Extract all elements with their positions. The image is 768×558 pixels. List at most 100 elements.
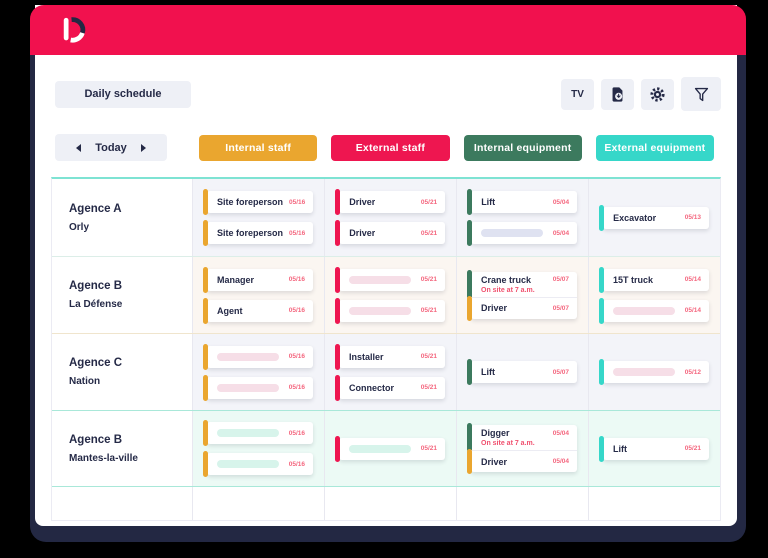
card-line: Driver 05/07	[481, 303, 569, 313]
schedule-card[interactable]: Connector 05/21	[335, 374, 445, 401]
schedule-card[interactable]: 05/16	[203, 420, 313, 446]
card-color-bar	[203, 189, 208, 215]
schedule-cell-internal-equipment: Digger 05/04 On site at 7 a.m. Driver 05/04	[456, 411, 588, 486]
card-label: Driver	[481, 303, 508, 313]
card-date: 05/04	[552, 458, 569, 465]
card-date: 05/16	[288, 384, 305, 391]
card-color-bar	[335, 266, 340, 293]
card-date: 05/21	[420, 276, 437, 283]
blurred-label-placeholder	[349, 444, 411, 453]
app-header-bar	[30, 5, 746, 55]
prev-day-icon[interactable]	[76, 143, 82, 152]
agency-location: Mantes-la-ville	[69, 452, 138, 464]
card-line: Crane truck 05/07	[481, 275, 569, 285]
card-color-bar	[203, 451, 208, 477]
card-label: Crane truck	[481, 274, 532, 285]
card-label: Excavator	[613, 212, 657, 223]
schedule-card[interactable]: Manager 05/16	[203, 266, 313, 293]
schedule-card[interactable]: 05/12	[599, 359, 709, 385]
column-header-internal-staff[interactable]: Internal staff	[199, 134, 318, 161]
tv-mode-button[interactable]: TV	[561, 78, 594, 110]
agency-name: Agence C	[69, 357, 123, 369]
schedule-card[interactable]: Driver 05/04	[467, 449, 577, 474]
schedule-cell-internal-equipment: Lift 05/07	[456, 334, 588, 410]
card-color-bar	[203, 374, 208, 401]
card-date: 05/21	[420, 307, 437, 314]
card-color-bar	[203, 266, 208, 293]
schedule-cell-internal-equipment	[456, 487, 588, 520]
app-logo-icon	[56, 11, 94, 49]
blurred-label-placeholder	[481, 229, 544, 237]
agency-row: Agence C Nation 05/16 05/16 Installer 05/21 Co…	[52, 333, 720, 410]
schedule-card[interactable]: Lift 05/04	[467, 189, 578, 215]
column-header-external-equipment[interactable]: External equipment	[595, 134, 714, 161]
schedule-card[interactable]: Lift 05/07	[467, 359, 577, 385]
schedule-card[interactable]: Driver 05/21	[335, 189, 446, 215]
card-subtitle: On site at 7 a.m.	[481, 286, 535, 294]
toolbar-icon-buttons: TV	[561, 77, 721, 111]
card-color-bar	[599, 359, 604, 385]
agency-cell	[52, 487, 192, 520]
card-color-bar	[467, 295, 472, 321]
schedule-card[interactable]: Site foreperson 05/16	[203, 189, 314, 215]
card-line: Driver 05/04	[481, 457, 569, 467]
schedule-card[interactable]: Driver 05/07	[467, 295, 577, 321]
card-label: Site foreperson	[217, 197, 284, 207]
schedule-card-group[interactable]: Digger 05/04 On site at 7 a.m. Driver 05/04	[467, 423, 577, 474]
schedule-card-group[interactable]: Crane truck 05/07 On site at 7 a.m. Driver 0…	[467, 269, 577, 321]
schedule-card[interactable]: 05/21	[335, 266, 445, 293]
blurred-label-placeholder	[217, 460, 279, 468]
card-date: 05/16	[288, 460, 305, 468]
schedule-card[interactable]: Digger 05/04 On site at 7 a.m.	[467, 423, 577, 452]
card-color-bar	[335, 343, 340, 370]
card-date: 05/04	[552, 229, 570, 237]
next-day-icon[interactable]	[140, 143, 146, 152]
card-date: 05/21	[684, 445, 701, 452]
schedule-card[interactable]: Driver 05/21	[335, 220, 446, 246]
blurred-label-placeholder	[613, 306, 675, 315]
schedule-card[interactable]: 05/16	[203, 343, 313, 370]
schedule-card[interactable]: Installer 05/21	[335, 343, 445, 370]
schedule-card[interactable]: Crane truck 05/07 On site at 7 a.m.	[467, 269, 577, 299]
schedule-card[interactable]: 05/16	[203, 451, 313, 477]
schedule-card[interactable]: Lift 05/21	[599, 435, 709, 462]
card-label: Agent	[217, 305, 243, 316]
column-header-internal-equipment[interactable]: Internal equipment	[463, 134, 582, 161]
card-label: Site foreperson	[217, 228, 284, 238]
schedule-card[interactable]: 05/04	[467, 220, 578, 246]
schedule-card[interactable]: 15T truck 05/14	[599, 266, 709, 293]
card-date: 05/04	[552, 198, 570, 206]
schedule-card[interactable]: Excavator 05/13	[599, 204, 709, 231]
schedule-card[interactable]: 05/21	[335, 297, 445, 324]
card-color-bar	[335, 189, 341, 215]
filter-button[interactable]	[681, 77, 721, 111]
settings-button[interactable]	[641, 78, 674, 110]
card-label: 15T truck	[613, 274, 654, 285]
schedule-cell-external-staff: Installer 05/21 Connector 05/21	[324, 334, 456, 410]
schedule-card[interactable]: Site foreperson 05/16	[203, 220, 314, 246]
export-file-button[interactable]	[601, 78, 634, 110]
app-window: Daily schedule TV	[30, 5, 746, 542]
card-color-bar	[599, 266, 604, 293]
schedule-card[interactable]: 05/14	[599, 297, 709, 324]
agency-cell: Agence C Nation	[52, 334, 192, 410]
agency-row	[52, 487, 720, 520]
card-color-bar	[335, 435, 340, 462]
schedule-cell-internal-equipment: Crane truck 05/07 On site at 7 a.m. Driver 0…	[456, 257, 588, 333]
card-label: Driver	[481, 456, 508, 467]
card-line: Digger 05/04	[481, 428, 569, 438]
card-subtitle: On site at 7 a.m.	[481, 440, 535, 447]
schedule-card[interactable]: Agent 05/16	[203, 297, 313, 324]
card-date: 05/21	[420, 198, 438, 206]
schedule-card[interactable]: 05/21	[335, 435, 445, 462]
schedule-card[interactable]: 05/16	[203, 374, 313, 401]
card-date: 05/21	[420, 384, 437, 391]
daily-schedule-button[interactable]: Daily schedule	[55, 80, 191, 108]
card-label: Manager	[217, 274, 255, 285]
agency-location: La Défense	[69, 299, 123, 310]
date-navigator[interactable]: Today	[55, 134, 167, 161]
card-date: 05/12	[684, 368, 701, 376]
column-header-external-staff[interactable]: External staff	[331, 134, 450, 161]
schedule-cell-internal-equipment: Lift 05/04 05/04	[456, 179, 589, 256]
filter-funnel-icon	[692, 85, 711, 104]
